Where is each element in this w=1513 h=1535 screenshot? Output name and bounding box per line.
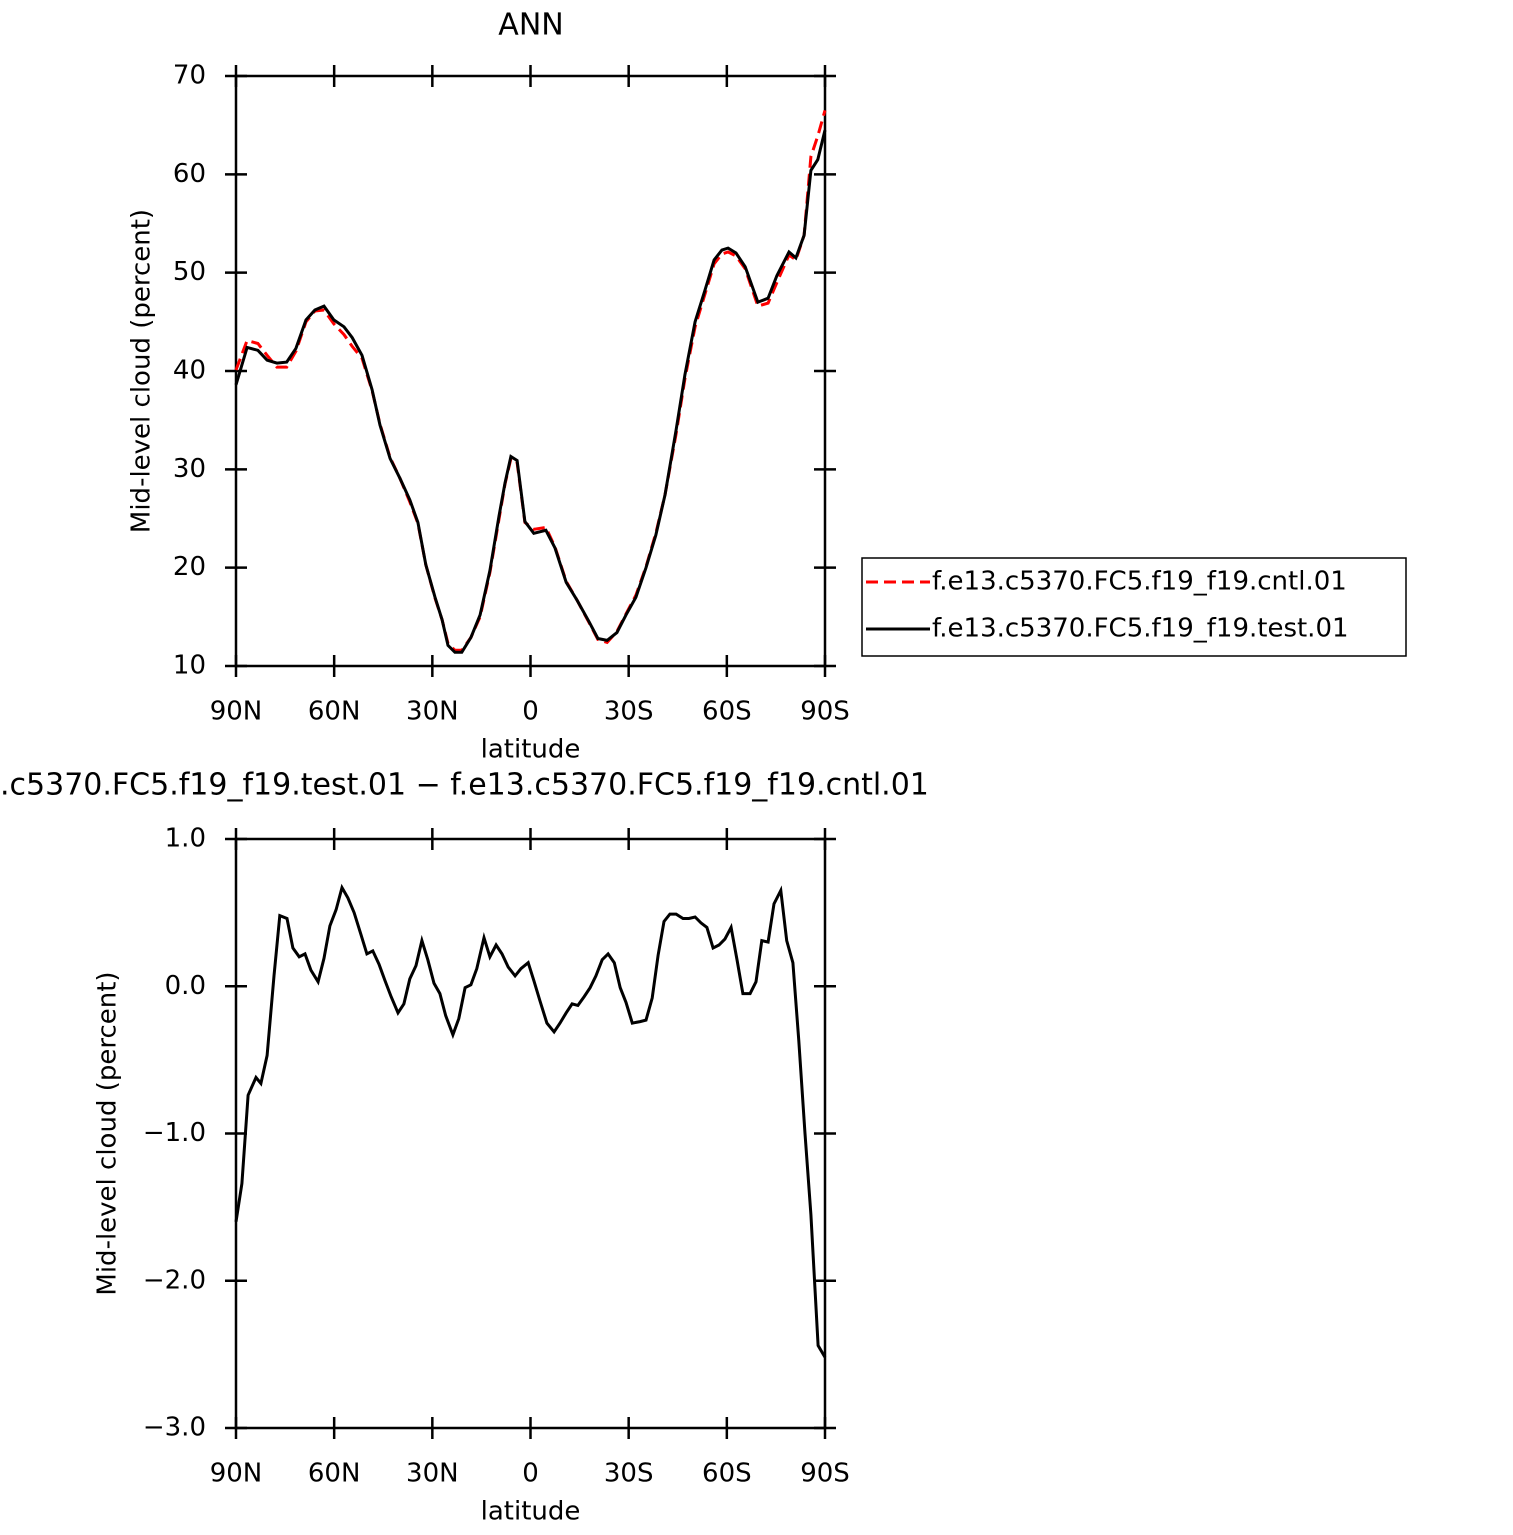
x-axis-label: latitude xyxy=(481,1497,581,1527)
x-tick-label: 90S xyxy=(800,697,850,727)
x-tick-label: 0 xyxy=(522,1459,539,1489)
x-tick-label: 60N xyxy=(308,1459,361,1489)
y-tick-label: 10 xyxy=(173,651,206,681)
y-tick-label: −3.0 xyxy=(143,1413,206,1443)
data-line xyxy=(234,883,827,1359)
y-tick-label: 40 xyxy=(173,356,206,386)
x-tick-label: 90S xyxy=(800,1459,850,1489)
chart-title: .c5370.FC5.f19_f19.test.01 − f.e13.c5370… xyxy=(0,768,929,803)
y-tick-label: 1.0 xyxy=(165,824,206,854)
x-tick-label: 90N xyxy=(210,697,263,727)
y-tick-label: −1.0 xyxy=(143,1118,206,1148)
x-tick-label: 60S xyxy=(702,1459,752,1489)
chart-title: ANN xyxy=(498,8,563,43)
x-tick-label: 30N xyxy=(406,1459,459,1489)
y-tick-label: −2.0 xyxy=(143,1265,206,1295)
y-tick-label: 20 xyxy=(173,552,206,582)
y-tick-label: 30 xyxy=(173,454,206,484)
x-tick-label: 90N xyxy=(210,1459,263,1489)
x-tick-label: 0 xyxy=(522,697,539,727)
x-axis-label: latitude xyxy=(481,735,581,765)
legend-label: f.e13.c5370.FC5.f19_f19.cntl.01 xyxy=(932,567,1347,597)
y-tick-label: 0.0 xyxy=(165,971,206,1001)
data-line xyxy=(234,109,827,652)
x-tick-label: 60N xyxy=(308,697,361,727)
x-tick-label: 30S xyxy=(604,697,654,727)
legend-box xyxy=(861,557,1407,657)
plot-frame xyxy=(234,837,827,1430)
data-line xyxy=(234,129,827,654)
legend-label: f.e13.c5370.FC5.f19_f19.test.01 xyxy=(932,614,1349,644)
plot-frame xyxy=(234,74,827,668)
y-tick-label: 70 xyxy=(173,61,206,91)
x-tick-label: 30S xyxy=(604,1459,654,1489)
x-tick-label: 30N xyxy=(406,697,459,727)
y-axis-label: Mid-level cloud (percent) xyxy=(93,971,123,1295)
y-tick-label: 50 xyxy=(173,257,206,287)
y-axis-label: Mid-level cloud (percent) xyxy=(127,209,157,533)
y-tick-label: 60 xyxy=(173,159,206,189)
x-tick-label: 60S xyxy=(702,697,752,727)
